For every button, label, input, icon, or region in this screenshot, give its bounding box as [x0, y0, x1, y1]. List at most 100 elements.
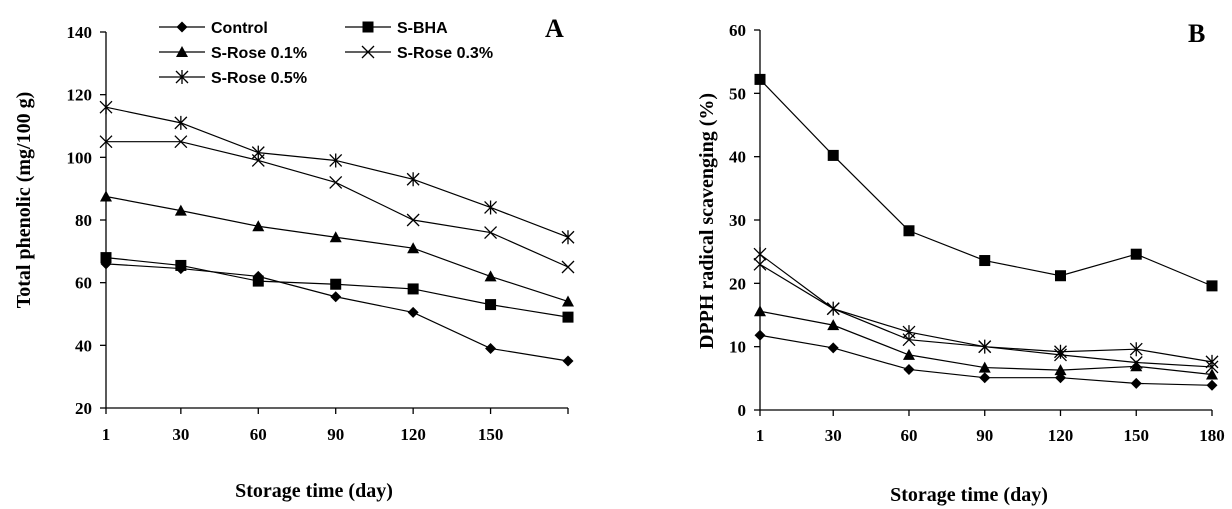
- series-line-s-rose-0-3: [759, 263, 1213, 368]
- data-point-s-rose-0-1: [827, 319, 840, 331]
- data-point-s-bha: [827, 149, 839, 161]
- legend-marker-s-rose-0-3: [361, 45, 375, 59]
- legend-marker-s-rose-0-1: [176, 46, 188, 57]
- a-x-tick-label: 90: [327, 425, 344, 444]
- b-y-tick-label: 60: [729, 21, 746, 40]
- data-point-s-rose-0-5: [251, 145, 265, 160]
- data-point-s-rose-0-1: [484, 270, 497, 282]
- a-y-tick-label: 40: [75, 336, 92, 355]
- a-y-tick-label: 20: [75, 399, 92, 418]
- panel-b-chart: DPPH radical scavenging (%) Storage time…: [696, 19, 1225, 506]
- panel-a-chart: Total phenolic (mg/100 g) Storage time (…: [13, 14, 575, 502]
- data-point-s-rose-0-5: [484, 200, 498, 215]
- data-point-s-rose-0-3: [329, 175, 343, 189]
- b-y-tick-label: 30: [729, 211, 746, 230]
- legend: Control S-BHA S-Rose 0.1% S-Rose 0.3% S-Rose…: [159, 20, 493, 87]
- a-x-tick-label: 30: [172, 425, 189, 444]
- series-s-rose-0-3: [753, 257, 1219, 374]
- a-y-tick-label: 60: [75, 274, 92, 293]
- data-point-control: [562, 355, 574, 367]
- data-point-s-bha: [903, 225, 915, 237]
- legend-label: S-Rose 0.1%: [211, 45, 307, 62]
- a-y-tick-label: 140: [67, 23, 93, 42]
- data-point-control: [903, 363, 915, 375]
- a-y-tick-label: 100: [67, 148, 93, 167]
- data-point-s-rose-0-5: [406, 172, 420, 187]
- b-y-tick-label: 50: [729, 84, 746, 103]
- series-s-bha: [754, 73, 1218, 292]
- data-point-s-rose-0-5: [174, 115, 188, 130]
- data-point-s-rose-0-5: [902, 325, 916, 340]
- a-y-tick-label: 120: [67, 86, 93, 105]
- b-y-tick-label: 10: [729, 338, 746, 357]
- data-point-s-rose-0-3: [174, 135, 188, 149]
- series-s-bha: [100, 252, 574, 323]
- data-point-s-rose-0-3: [99, 135, 113, 149]
- data-point-s-bha: [1206, 280, 1218, 292]
- data-point-s-rose-0-3: [484, 226, 498, 239]
- data-point-s-rose-0-5: [99, 100, 113, 115]
- data-point-s-rose-0-1: [978, 361, 991, 373]
- data-point-control: [330, 291, 342, 303]
- b-x-tick-label: 150: [1123, 426, 1149, 445]
- a-y-tick-label: 80: [75, 211, 92, 230]
- legend-item-control: Control: [159, 20, 268, 37]
- series-s-rose-0-1: [754, 305, 1218, 380]
- series-control: [100, 258, 574, 367]
- b-x-tick-label: 1: [756, 426, 765, 445]
- data-point-s-bha: [485, 299, 497, 311]
- data-point-s-rose-0-3: [753, 257, 767, 271]
- data-point-s-rose-0-1: [1130, 360, 1143, 372]
- a-x-tick-label: 60: [250, 425, 267, 444]
- panel-b-ylabel: DPPH radical scavenging (%): [696, 93, 718, 349]
- data-point-control: [407, 306, 419, 318]
- panel-b-label: B: [1188, 19, 1205, 48]
- data-point-s-rose-0-5: [753, 247, 767, 262]
- legend-marker-s-rose-0-5: [175, 70, 189, 84]
- data-point-s-rose-0-3: [406, 213, 420, 227]
- b-y-tick-label: 0: [738, 401, 747, 420]
- panel-a-ylabel: Total phenolic (mg/100 g): [13, 92, 35, 309]
- legend-item-s-bha: S-BHA: [345, 20, 448, 37]
- legend-item-s-rose-0-3: S-Rose 0.3%: [345, 45, 493, 62]
- data-point-control: [485, 342, 497, 354]
- data-point-s-bha: [100, 252, 112, 264]
- legend-label: Control: [211, 20, 268, 37]
- b-x-tick-label: 180: [1199, 426, 1225, 445]
- data-point-s-rose-0-5: [1205, 354, 1219, 369]
- data-point-s-rose-0-1: [1206, 368, 1218, 380]
- data-point-s-bha: [1054, 270, 1066, 282]
- data-point-s-bha: [175, 259, 187, 271]
- data-point-s-rose-0-1: [754, 305, 766, 317]
- data-point-s-rose-0-5: [1054, 344, 1067, 359]
- data-point-s-rose-0-5: [561, 230, 575, 245]
- series-s-rose-0-3: [99, 135, 575, 274]
- data-point-control: [1206, 379, 1218, 391]
- data-point-s-rose-0-5: [978, 339, 992, 354]
- panel-a-label: A: [545, 14, 564, 43]
- data-point-s-rose-0-1: [902, 348, 915, 360]
- a-x-tick-label: 1: [102, 425, 111, 444]
- series-line-s-bha: [759, 78, 1213, 287]
- data-point-control: [754, 329, 766, 341]
- data-point-s-rose-0-3: [561, 260, 575, 274]
- panel-b-xlabel: Storage time (day): [890, 484, 1048, 506]
- b-y-tick-label: 40: [729, 148, 746, 167]
- data-point-s-rose-0-1: [100, 190, 112, 202]
- legend-item-s-rose-0-1: S-Rose 0.1%: [159, 45, 307, 62]
- series-s-rose-0-5: [99, 100, 575, 245]
- b-x-tick-label: 30: [825, 426, 842, 445]
- data-point-s-rose-0-1: [562, 295, 574, 307]
- data-point-s-bha: [1130, 248, 1142, 260]
- legend-label: S-Rose 0.5%: [211, 70, 307, 87]
- data-point-s-rose-0-1: [1054, 364, 1067, 376]
- series-control: [754, 329, 1218, 391]
- a-x-tick-label: 150: [478, 425, 504, 444]
- data-point-s-bha: [252, 275, 264, 287]
- data-point-control: [827, 342, 839, 354]
- data-point-s-rose-0-5: [1129, 342, 1143, 357]
- b-x-tick-label: 90: [976, 426, 993, 445]
- data-point-s-bha: [407, 283, 419, 295]
- data-point-s-bha: [330, 278, 342, 290]
